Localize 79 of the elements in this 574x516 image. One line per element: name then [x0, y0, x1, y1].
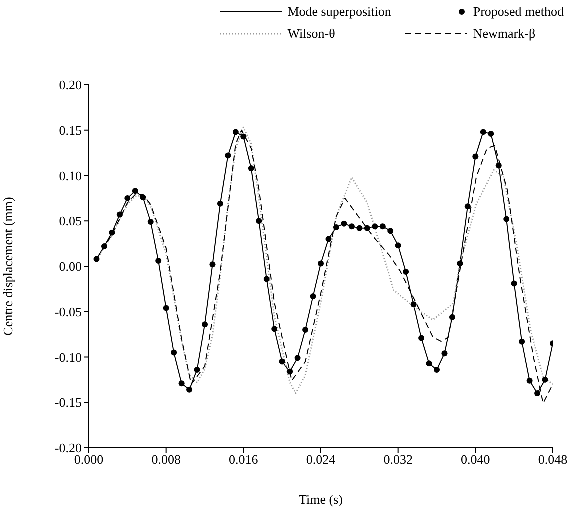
y-tick-label: 0.05 — [59, 214, 82, 229]
point — [240, 134, 247, 140]
x-axis-title: Time (s) — [299, 492, 343, 507]
point — [449, 314, 456, 320]
point — [156, 258, 162, 264]
point — [178, 380, 185, 387]
point — [109, 230, 116, 236]
point — [426, 360, 432, 367]
point — [116, 212, 123, 218]
point — [418, 335, 425, 342]
legend-label: Wilson-θ — [288, 26, 336, 42]
point — [148, 219, 154, 226]
y-tick-label: -0.15 — [54, 395, 82, 410]
point — [248, 165, 254, 172]
point — [272, 326, 278, 332]
point — [171, 350, 178, 356]
point — [94, 256, 100, 262]
point — [372, 224, 378, 230]
point — [480, 129, 486, 136]
x-tick-label: 0.040 — [461, 452, 490, 468]
x-tick-label: 0.008 — [152, 452, 181, 468]
point — [163, 305, 170, 312]
point — [124, 195, 131, 202]
x-tick-label: 0.024 — [306, 452, 336, 468]
point — [488, 131, 494, 138]
point — [519, 338, 526, 345]
point — [442, 350, 448, 357]
point — [395, 242, 402, 249]
point — [232, 129, 239, 136]
point — [526, 378, 533, 384]
y-tick-label: -0.10 — [54, 350, 82, 365]
point — [194, 366, 200, 373]
point — [186, 386, 193, 393]
point — [140, 194, 146, 201]
legend-label: Mode superposition — [288, 4, 392, 20]
legend-label: Newmark-β — [473, 26, 536, 42]
point — [511, 280, 518, 287]
legend-label: Proposed method — [473, 4, 564, 20]
point — [132, 188, 138, 194]
point — [318, 260, 324, 267]
x-tick-label: 0.016 — [229, 452, 259, 468]
point — [225, 152, 232, 159]
y-axis-title: Centre displacement (mm) — [0, 197, 16, 336]
point — [287, 368, 294, 375]
point — [264, 276, 270, 282]
point — [294, 355, 301, 362]
point — [388, 228, 394, 234]
point — [217, 200, 224, 207]
x-tick-label: 0.048 — [538, 452, 568, 468]
point — [333, 224, 340, 230]
point — [434, 366, 440, 373]
point — [496, 162, 502, 169]
point — [256, 218, 262, 224]
point — [326, 236, 332, 242]
point — [356, 225, 363, 232]
point — [302, 327, 309, 334]
point — [457, 260, 464, 267]
point — [348, 224, 355, 230]
point — [101, 244, 108, 250]
point — [202, 322, 208, 328]
point — [410, 302, 417, 308]
y-tick-label: -0.05 — [54, 304, 82, 320]
point — [364, 225, 370, 232]
point — [472, 154, 479, 160]
y-tick-label: 0.10 — [59, 168, 82, 184]
point — [279, 358, 286, 365]
point — [210, 262, 216, 268]
point — [534, 390, 541, 397]
point — [403, 268, 410, 275]
point — [341, 220, 348, 227]
point — [464, 204, 471, 210]
y-tick-label: 0.00 — [59, 259, 82, 274]
y-tick-label: 0.20 — [59, 78, 82, 93]
x-tick-label: 0.032 — [384, 452, 413, 468]
y-tick-label: 0.15 — [59, 122, 82, 138]
point — [380, 224, 386, 230]
point — [310, 293, 316, 300]
point — [504, 216, 510, 222]
point — [542, 376, 548, 383]
